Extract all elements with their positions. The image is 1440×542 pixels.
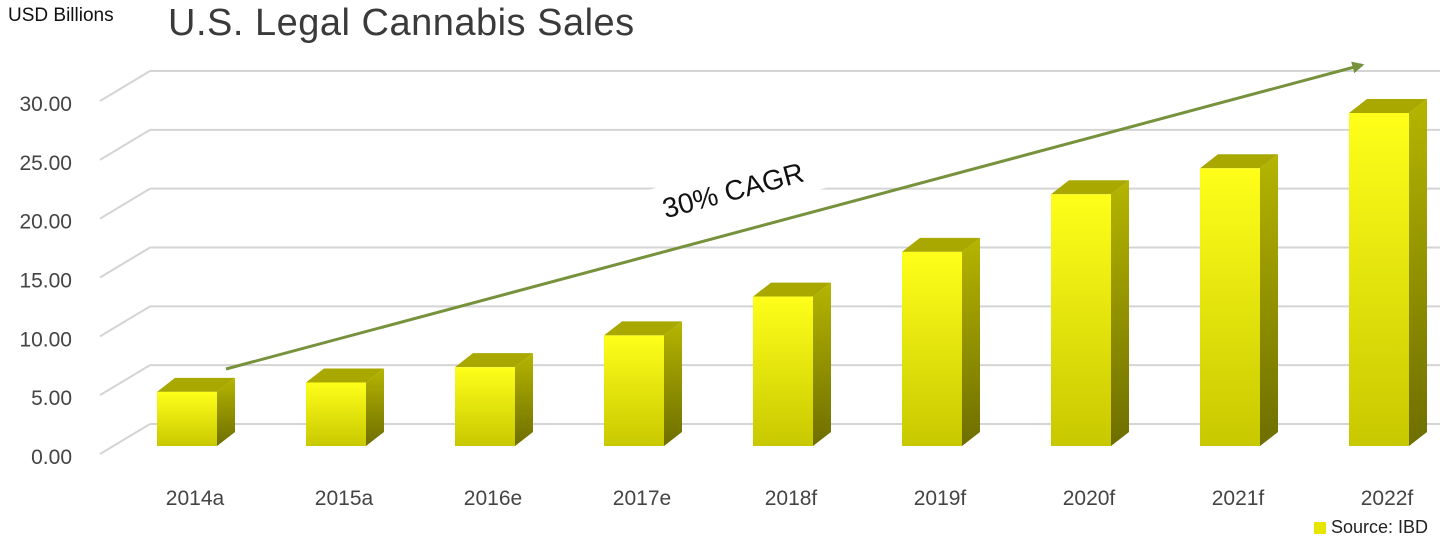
y-tick-label: 25.00 bbox=[19, 152, 72, 175]
x-tick-label: 2018f bbox=[765, 487, 818, 510]
bar-side bbox=[1260, 154, 1278, 446]
bar-side bbox=[366, 368, 384, 446]
bar-top bbox=[306, 368, 384, 383]
x-tick-label: 2019f bbox=[914, 487, 967, 510]
x-tick-label: 2016e bbox=[464, 487, 522, 510]
gridline-diagonal bbox=[99, 305, 151, 338]
bar-top bbox=[157, 377, 235, 392]
bar-side bbox=[1409, 99, 1427, 447]
x-tick-label: 2020f bbox=[1063, 487, 1116, 510]
bar-front bbox=[1200, 168, 1260, 446]
bar-side bbox=[813, 282, 831, 446]
gridline-diagonal bbox=[99, 128, 151, 161]
bar bbox=[157, 377, 235, 446]
bar-front bbox=[306, 382, 366, 446]
gridline-diagonal bbox=[99, 246, 151, 279]
bar bbox=[1051, 180, 1129, 446]
y-tick-label: 10.00 bbox=[19, 328, 72, 351]
y-tick-label: 15.00 bbox=[19, 270, 72, 293]
legend-swatch bbox=[1313, 521, 1326, 534]
bar bbox=[902, 237, 980, 446]
bar-side bbox=[962, 237, 980, 446]
x-tick-label: 2022f bbox=[1361, 487, 1414, 510]
bar-front bbox=[1349, 113, 1409, 447]
bar-top bbox=[1349, 99, 1427, 114]
bar-front bbox=[157, 391, 217, 446]
bar bbox=[455, 353, 533, 446]
x-axis-ticks: 2014a 2015a 2016e 2017e 2018f 2019f 2020f 2021f… bbox=[166, 487, 1414, 510]
bar-front bbox=[753, 296, 813, 446]
bar-top bbox=[753, 282, 831, 297]
bars bbox=[157, 99, 1427, 447]
gridline-diagonal bbox=[99, 70, 151, 102]
x-tick-label: 2014a bbox=[166, 487, 225, 510]
bar-top bbox=[604, 321, 682, 336]
gridline-diagonal bbox=[99, 187, 151, 220]
bar-side bbox=[664, 321, 682, 446]
bar bbox=[604, 321, 682, 446]
y-tick-label: 0.00 bbox=[31, 446, 72, 469]
bar-side bbox=[217, 377, 235, 446]
cagr-arrow bbox=[225, 61, 1365, 371]
x-tick-label: 2021f bbox=[1212, 487, 1265, 510]
y-axis-unit-label: USD Billions bbox=[8, 5, 114, 26]
y-tick-label: 30.00 bbox=[19, 93, 72, 116]
cagr-label: 30% CAGR bbox=[659, 157, 807, 224]
bar-side bbox=[1111, 180, 1129, 446]
bar-front bbox=[455, 367, 515, 446]
bar bbox=[306, 368, 384, 446]
y-axis-ticks: 0.00 5.00 10.00 15.00 20.00 25.00 30.00 bbox=[19, 93, 72, 469]
bar-top bbox=[1200, 154, 1278, 169]
y-tick-label: 20.00 bbox=[19, 211, 72, 234]
legend-label: Source: IBD bbox=[1330, 517, 1428, 537]
bar-front bbox=[902, 251, 962, 446]
bar bbox=[1349, 99, 1427, 447]
source-legend: Source: IBD bbox=[1313, 517, 1428, 538]
bar-front bbox=[1051, 194, 1111, 446]
x-tick-label: 2015a bbox=[315, 487, 374, 510]
cagr-label-background bbox=[621, 142, 836, 240]
y-tick-label: 5.00 bbox=[31, 387, 72, 410]
chart-title: U.S. Legal Cannabis Sales bbox=[168, 2, 635, 44]
bar-side bbox=[515, 353, 533, 446]
bar-front bbox=[604, 335, 664, 446]
x-tick-label: 2017e bbox=[613, 487, 671, 510]
gridline-diagonal bbox=[99, 423, 151, 455]
bar-top bbox=[1051, 180, 1129, 195]
bar-top bbox=[455, 353, 533, 368]
bar bbox=[753, 282, 831, 446]
gridline-diagonal bbox=[99, 364, 151, 397]
bar-top bbox=[902, 237, 980, 252]
bar bbox=[1200, 154, 1278, 446]
